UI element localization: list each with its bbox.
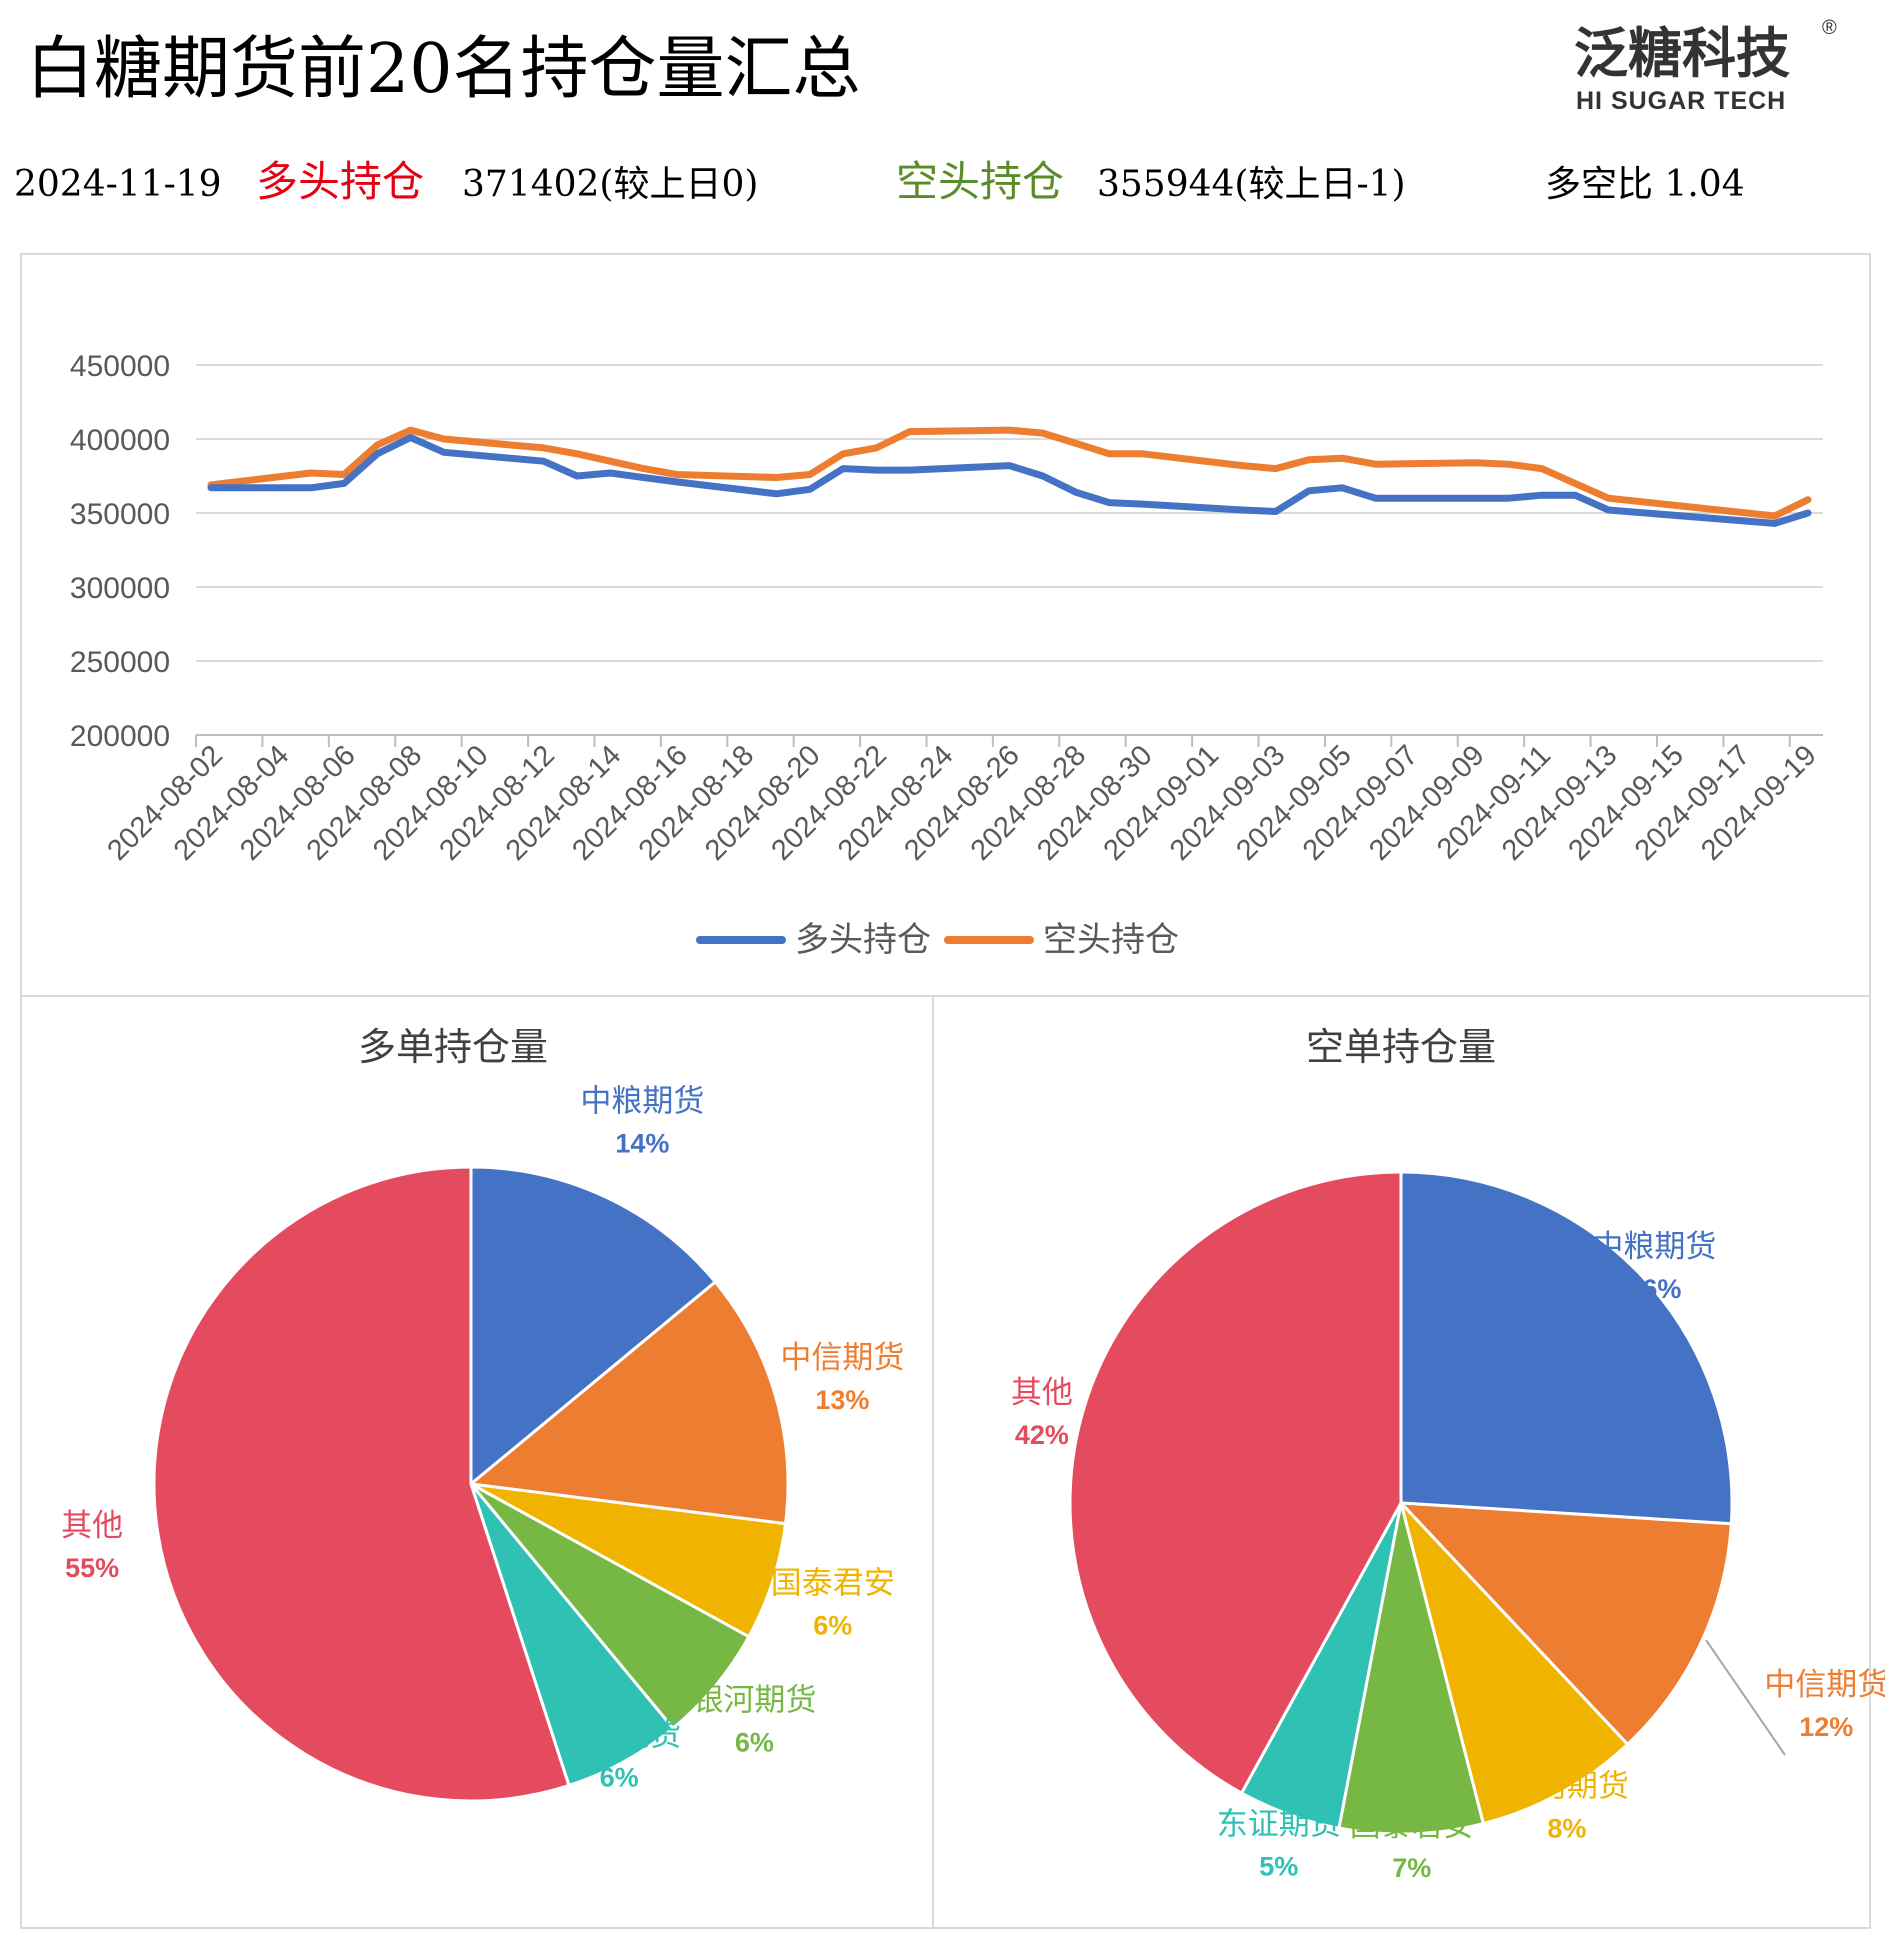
pie-label-value: 8% bbox=[1547, 1814, 1586, 1844]
short-pie-panel bbox=[932, 995, 1871, 1929]
pie-slice bbox=[1337, 1502, 1486, 1836]
y-tick-label: 200000 bbox=[70, 720, 170, 753]
registered-mark: ® bbox=[1822, 17, 1837, 39]
pie-label-name: 国泰君安 bbox=[771, 1566, 895, 1602]
report-date: 2024-11-19 bbox=[14, 164, 222, 205]
short-position-value: 355944(较上日-1) bbox=[1097, 164, 1406, 205]
pie-label-name: 银河期货 bbox=[692, 1682, 816, 1718]
pie-slice bbox=[470, 1482, 788, 1639]
legend-label: 多头持仓 bbox=[795, 920, 931, 960]
pie-label-value: 6% bbox=[813, 1611, 852, 1641]
y-tick-label: 400000 bbox=[70, 424, 170, 457]
pie-slice bbox=[1068, 1170, 1403, 1796]
pie-label-name: 东证期货 bbox=[1217, 1806, 1341, 1842]
pie-label-name: 海通期货 bbox=[557, 1717, 681, 1753]
pie-label-value: 5% bbox=[1259, 1851, 1298, 1881]
pie-label-value: 12% bbox=[1799, 1712, 1853, 1742]
pie-slice bbox=[1397, 1501, 1733, 1747]
series-line-1 bbox=[207, 426, 1812, 520]
series-line-0 bbox=[207, 434, 1812, 527]
pie-label-name: 其他 bbox=[1011, 1375, 1073, 1411]
y-tick-label: 300000 bbox=[70, 572, 170, 605]
pie-label-value: 55% bbox=[65, 1553, 119, 1583]
pie-slice bbox=[1399, 1501, 1630, 1826]
pie-title: 多单持仓量 bbox=[358, 1025, 548, 1069]
logo-en: HI SUGAR TECH bbox=[1576, 87, 1786, 115]
line-chart: 4500004000003500003000002500002000002024… bbox=[70, 350, 1823, 960]
long-position-label: 多头持仓 bbox=[256, 157, 424, 206]
pie-slice bbox=[469, 1165, 718, 1488]
pie-label-value: 6% bbox=[735, 1727, 774, 1757]
pie-label-name: 国泰君安 bbox=[1350, 1808, 1474, 1844]
pie-title: 空单持仓量 bbox=[1306, 1025, 1496, 1069]
logo-cn: 泛糖科技 bbox=[1574, 24, 1790, 84]
pie-slice bbox=[469, 1483, 676, 1788]
page-title: 白糖期货前20名持仓量汇总 bbox=[26, 30, 861, 109]
pie-label-value: 13% bbox=[815, 1385, 869, 1415]
pie-label-value: 26% bbox=[1627, 1274, 1681, 1304]
pie-label-name: 中粮期货 bbox=[1592, 1229, 1716, 1265]
pie-label-name: 中粮期货 bbox=[580, 1084, 704, 1120]
legend-label: 空头持仓 bbox=[1043, 920, 1179, 960]
pie-label-name: 银河期货 bbox=[1505, 1769, 1629, 1805]
y-tick-label: 350000 bbox=[70, 498, 170, 531]
leader-line bbox=[1705, 1639, 1786, 1756]
pie-label-name: 中信期货 bbox=[1764, 1667, 1885, 1703]
pie-label-value: 7% bbox=[1392, 1853, 1431, 1883]
y-tick-label: 250000 bbox=[70, 646, 170, 679]
pie-slice bbox=[467, 1279, 790, 1526]
pie-slice bbox=[469, 1482, 751, 1731]
pie-label-value: 14% bbox=[615, 1129, 669, 1159]
pie-slice bbox=[1399, 1170, 1734, 1526]
logo: 泛糖科技 HI SUGAR TECH ® bbox=[1574, 17, 1837, 115]
pie-label-name: 其他 bbox=[61, 1508, 123, 1544]
pie-label-name: 中信期货 bbox=[780, 1340, 904, 1376]
pie-label-value: 42% bbox=[1015, 1420, 1069, 1450]
short-position-label: 空头持仓 bbox=[896, 157, 1064, 206]
pie-label-value: 6% bbox=[600, 1762, 639, 1792]
y-tick-label: 450000 bbox=[70, 350, 170, 383]
long-short-ratio: 多空比 1.04 bbox=[1545, 164, 1745, 205]
pie-slice bbox=[152, 1165, 571, 1803]
long-position-value: 371402(较上日0) bbox=[462, 164, 758, 205]
